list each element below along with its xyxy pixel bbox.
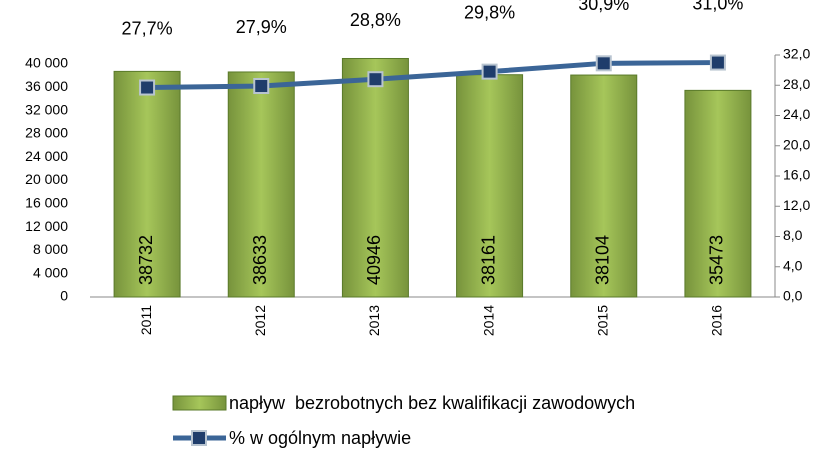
line-marker [709,54,726,71]
x-tick-label: 2012 [252,305,268,336]
line-marker [367,71,384,88]
x-tick-label: 2011 [138,305,154,335]
bar-label: 35473 [707,235,727,285]
line [147,60,718,91]
y-tick-label: 28 000 [25,125,68,141]
x-tick-label: 2016 [709,305,725,336]
y-tick-label: 24 000 [25,148,68,164]
x-tick-label: 2015 [594,305,610,336]
y2-tick-label: 20,0 [783,136,810,152]
y2-tick-label: 8,0 [783,227,803,243]
y-tick-label: 8 000 [33,241,68,257]
y2-tick-label: 24,0 [783,106,810,122]
bar-label: 38633 [250,235,270,285]
y-tick-label: 20 000 [25,171,68,187]
bar [113,70,181,298]
x-tick-label: 2013 [366,305,382,336]
line-marker [253,78,270,95]
bar-label: 38161 [478,235,498,285]
line-marker [481,63,498,80]
legend-label: napływ bezrobotnych bez kwalifikacji zaw… [229,393,635,413]
y2-tick-label: 0,0 [783,288,803,304]
bar-label: 38732 [136,235,156,285]
line-marker [139,79,156,96]
line-marker [595,55,612,72]
legend-swatch [172,395,227,411]
line-value-label: 28,8% [350,10,401,30]
bar [341,57,409,298]
legend-label: % w ogólnym napływie [229,428,411,448]
y2-tick-label: 32,0 [783,46,810,62]
y-tick-label: 36 000 [25,78,68,94]
legend-marker [191,430,207,446]
y-tick-label: 16 000 [25,195,68,211]
line-value-label: 27,7% [122,18,173,38]
bar-label: 40946 [364,235,384,285]
y-tick-label: 0 [60,288,68,304]
line-value-label: 31,0% [692,0,743,13]
y-tick-label: 12 000 [25,218,68,234]
y2-tick-label: 16,0 [783,167,810,183]
y-tick-label: 32 000 [25,101,68,117]
bar-label: 38104 [593,235,613,285]
line-value-label: 30,9% [578,0,629,14]
bar [684,89,752,298]
x-tick-label: 2014 [480,305,496,336]
y2-tick-label: 4,0 [783,257,803,273]
y-tick-label: 40 000 [25,55,68,71]
bar [227,71,295,298]
y2-tick-label: 28,0 [783,76,810,92]
line-value-label: 27,9% [236,17,287,37]
y2-tick-label: 12,0 [783,197,810,213]
bar [570,74,638,298]
bar [456,74,524,298]
y-tick-label: 4 000 [33,264,68,280]
line-value-label: 29,8% [464,2,515,22]
